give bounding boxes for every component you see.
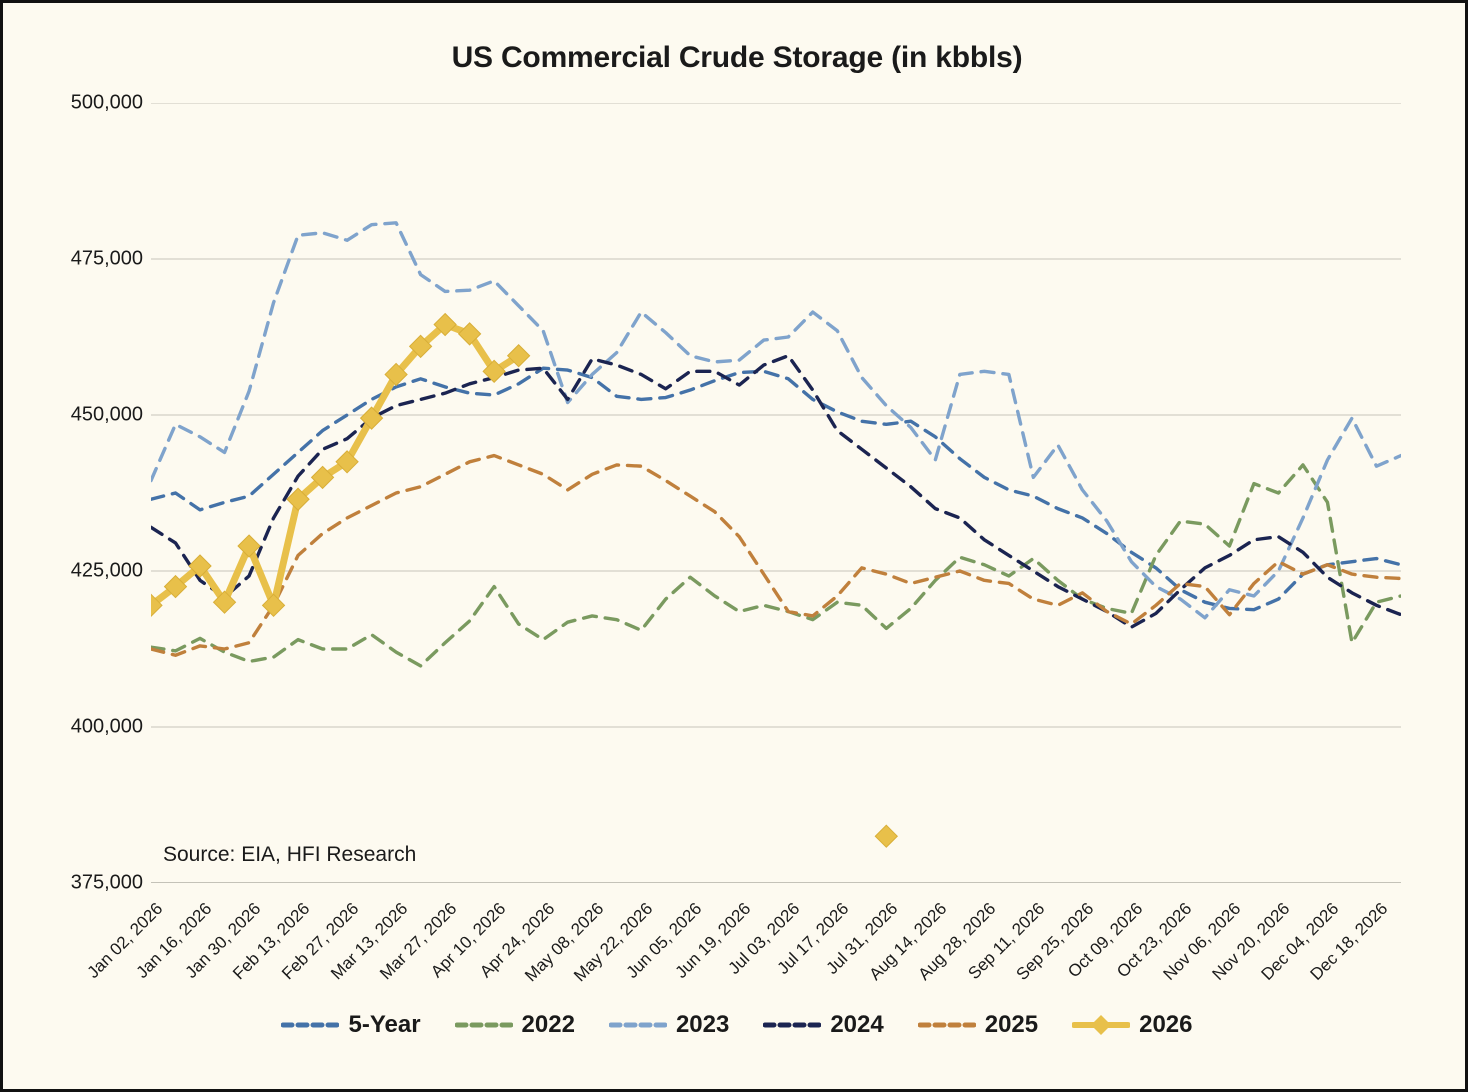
source-note: Source: EIA, HFI Research (163, 843, 417, 866)
legend-label: 2025 (984, 1011, 1039, 1038)
plot-svg (151, 103, 1401, 883)
y-axis-tick-label: 400,000 (70, 715, 143, 738)
y-axis-tick-label: 475,000 (70, 247, 143, 270)
data-point-marker (359, 406, 384, 430)
plot-area (151, 103, 1401, 883)
isolated-data-point-marker (874, 824, 899, 848)
series-line-2026 (151, 321, 523, 609)
legend-item-2025[interactable]: 2025 (917, 1011, 1039, 1039)
x-axis-tick-labels: Jan 02, 2026 Jan 16, 2026 Jan 30, 2026 Feb … (83, 885, 1401, 1005)
series-line-2025 (151, 453, 1401, 657)
data-point-marker (433, 312, 457, 337)
x-axis-tick-label: Dec 18, 2026 (1306, 899, 1392, 984)
series-line-2024 (151, 354, 1401, 629)
data-point-marker (482, 359, 506, 384)
legend-item-2024[interactable]: 2024 (763, 1011, 884, 1039)
legend-label: 2026 (1139, 1011, 1193, 1038)
legend-label: 2024 (830, 1011, 884, 1038)
data-point-marker (408, 334, 433, 359)
data-point-marker (151, 593, 163, 618)
data-point-marker (212, 590, 237, 614)
chart-legend: 5-Year 2022 2023 2024 2025 2026 (3, 1011, 1465, 1039)
y-axis-tick-label: 450,000 (70, 403, 143, 426)
legend-item-5-year[interactable]: 5-Year (281, 1011, 421, 1039)
series-line-5-year (151, 366, 1401, 612)
y-axis-tick-label: 500,000 (70, 91, 143, 114)
legend-swatch-2022 (454, 1022, 513, 1028)
legend-item-2023[interactable]: 2023 (608, 1011, 730, 1039)
legend-swatch-2024 (763, 1022, 822, 1028)
data-point-marker (335, 450, 359, 474)
data-point-marker (188, 554, 212, 578)
y-axis-tick-label: 425,000 (70, 559, 143, 582)
chart-title: US Commercial Crude Storage (in kbbls) (451, 41, 1023, 74)
data-point-marker (384, 362, 408, 387)
y-axis-tick-label: 375,000 (70, 871, 143, 894)
data-point-marker (286, 487, 310, 511)
data-point-marker (261, 593, 286, 618)
legend-item-2022[interactable]: 2022 (454, 1011, 575, 1039)
series-line-2023 (151, 221, 1401, 620)
legend-item-2026[interactable]: 2026 (1072, 1011, 1193, 1039)
data-point-marker (310, 465, 335, 490)
legend-label: 5-Year (348, 1011, 421, 1038)
legend-swatch-2023 (608, 1022, 667, 1028)
data-point-marker (506, 344, 531, 368)
legend-swatch-2026 (1072, 1015, 1131, 1035)
data-point-marker (163, 574, 188, 599)
legend-swatch-2025 (917, 1022, 976, 1028)
legend-swatch-5-year (281, 1022, 340, 1028)
legend-label: 2022 (521, 1011, 575, 1038)
data-point-marker (237, 534, 261, 558)
series-line-2022 (151, 463, 1401, 668)
legend-label: 2023 (675, 1011, 730, 1038)
y-axis-tick-labels: 500,000 475,000 450,000 425,000 400,000 375,0… (33, 3, 143, 1089)
data-point-marker (457, 322, 482, 346)
